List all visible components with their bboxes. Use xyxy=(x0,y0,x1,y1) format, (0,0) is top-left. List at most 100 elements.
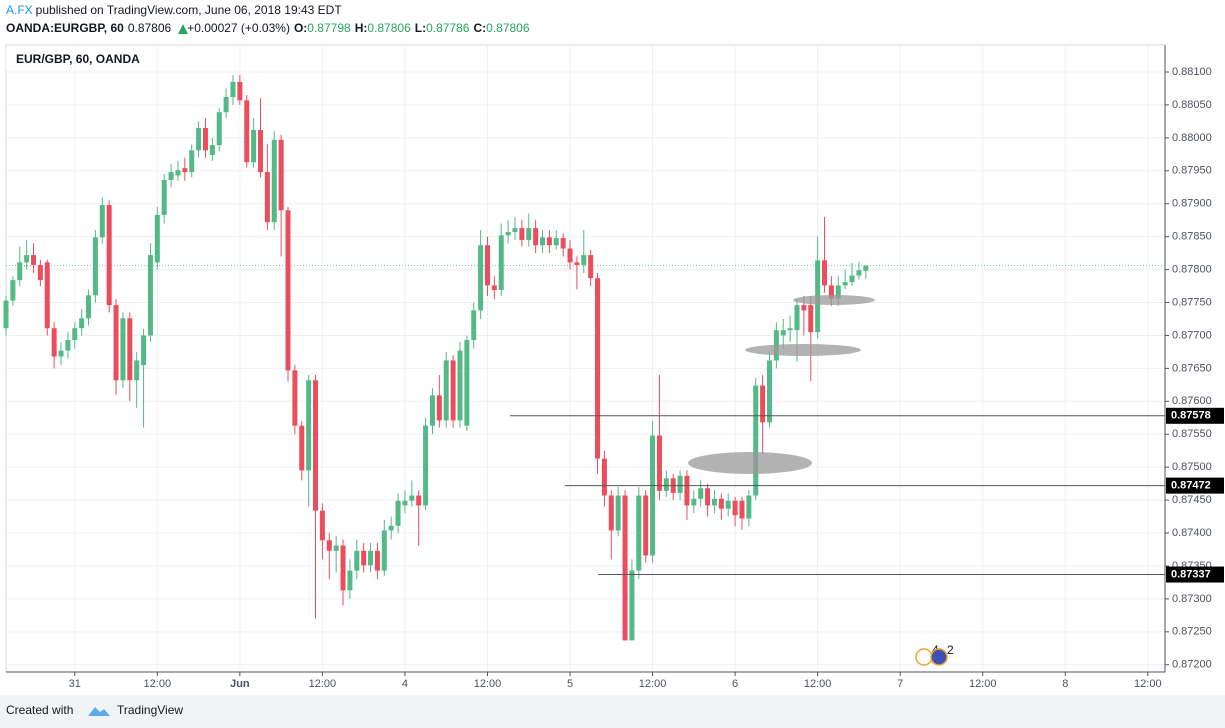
candle-body xyxy=(636,495,642,571)
candle-body xyxy=(849,275,855,283)
y-tick-label: 0.87450 xyxy=(1172,494,1212,506)
candle-body xyxy=(209,145,215,155)
candle-body xyxy=(271,139,277,223)
candle-body xyxy=(37,264,43,281)
y-tick-label: 0.87300 xyxy=(1172,593,1212,605)
candle-body xyxy=(656,435,662,491)
candle-body xyxy=(278,139,284,211)
candle-body xyxy=(313,380,319,511)
event-marker xyxy=(915,648,933,666)
candle-body xyxy=(106,205,112,306)
symbol: OANDA:EURGBP, 60 xyxy=(6,21,124,35)
candle-body xyxy=(766,360,772,423)
candle-body xyxy=(10,280,16,301)
candle-body xyxy=(147,255,153,336)
candle-body xyxy=(478,245,484,311)
candle-body xyxy=(264,172,270,223)
candle-body xyxy=(760,385,766,423)
candle-body xyxy=(581,255,587,265)
candle-body xyxy=(216,112,222,146)
y-tick-label: 0.87650 xyxy=(1172,362,1212,374)
candle-body xyxy=(409,495,415,501)
candle-body xyxy=(739,500,745,519)
candle-body xyxy=(237,81,243,101)
candle-body xyxy=(601,458,607,496)
x-tick-label: 6 xyxy=(732,678,738,690)
candle-body xyxy=(464,340,470,426)
x-tick-label: 12:00 xyxy=(804,678,832,690)
candle-body xyxy=(491,285,497,291)
candle-body xyxy=(863,265,869,271)
candle-body xyxy=(24,255,30,263)
ohlc-label: C: xyxy=(473,21,486,35)
candle-body xyxy=(306,380,312,471)
plot: 0.872000.872500.873000.873500.874000.874… xyxy=(3,44,1224,690)
author[interactable]: A.FX xyxy=(6,3,33,17)
candle-body xyxy=(99,205,105,238)
candle-body xyxy=(65,340,71,351)
x-tick-label: 12:00 xyxy=(969,678,997,690)
candle-body xyxy=(3,300,9,329)
y-tick-label: 0.87700 xyxy=(1172,329,1212,341)
y-tick-label: 0.87950 xyxy=(1172,165,1212,177)
candle-body xyxy=(416,495,422,506)
candle-body xyxy=(402,500,408,506)
candle-body xyxy=(134,360,140,381)
candle-body xyxy=(553,237,559,246)
candle-body xyxy=(519,228,525,240)
x-tick-label: 31 xyxy=(69,678,81,690)
candle-body xyxy=(92,237,98,296)
ohlc-value: 0.87786 xyxy=(426,21,470,35)
candle-body xyxy=(374,550,380,571)
header-line: A.FX published on TradingView.com, June 0… xyxy=(6,3,342,17)
y-tick-label: 0.88100 xyxy=(1172,66,1212,78)
candle-body xyxy=(540,237,546,246)
candle-body xyxy=(588,255,594,279)
candle-body xyxy=(842,282,848,286)
candle-body xyxy=(381,530,387,571)
candle-body xyxy=(732,500,738,516)
y-tick-label: 0.88050 xyxy=(1172,99,1212,111)
candle-body xyxy=(423,425,429,506)
candle-body xyxy=(319,510,325,541)
event-marker xyxy=(930,648,948,666)
candle-body xyxy=(711,498,717,506)
candle-body xyxy=(17,262,23,281)
candle-body xyxy=(677,475,683,493)
candle-body xyxy=(257,129,263,173)
candle-body xyxy=(395,500,401,526)
candle-body xyxy=(141,335,147,366)
candle-body xyxy=(154,214,160,263)
candle-body xyxy=(794,305,800,331)
footer xyxy=(0,695,1225,728)
candle-body xyxy=(292,370,298,426)
candle-body xyxy=(835,285,841,299)
candle-body xyxy=(498,235,504,291)
candle-body xyxy=(120,318,126,381)
candle-body xyxy=(113,305,119,381)
x-tick-label: 12:00 xyxy=(309,678,337,690)
y-tick-label: 0.87200 xyxy=(1172,659,1212,671)
candle-body xyxy=(560,237,566,249)
up-arrow xyxy=(178,24,188,34)
x-tick-label: 8 xyxy=(1062,678,1068,690)
candle-body xyxy=(86,295,92,319)
candle-body xyxy=(471,310,477,341)
ohlc-value: 0.87798 xyxy=(307,21,351,35)
x-tick-label: 12:00 xyxy=(144,678,172,690)
candle-body xyxy=(484,245,490,286)
candle-body xyxy=(615,495,621,531)
y-tick-label: 0.88000 xyxy=(1172,132,1212,144)
title-bg xyxy=(6,48,156,70)
level-label-bg xyxy=(1166,477,1224,494)
candle-body xyxy=(347,570,353,591)
symbol-line: OANDA:EURGBP, 60 0.87806 +0.00027 (+0.03%)… xyxy=(6,21,530,35)
brand[interactable]: TradingView xyxy=(117,703,183,717)
candle-body xyxy=(189,150,195,173)
candle-body xyxy=(787,328,793,331)
candle-body xyxy=(780,330,786,336)
candle-body xyxy=(595,278,601,459)
candle-body xyxy=(512,228,518,233)
candle-body xyxy=(663,478,669,491)
